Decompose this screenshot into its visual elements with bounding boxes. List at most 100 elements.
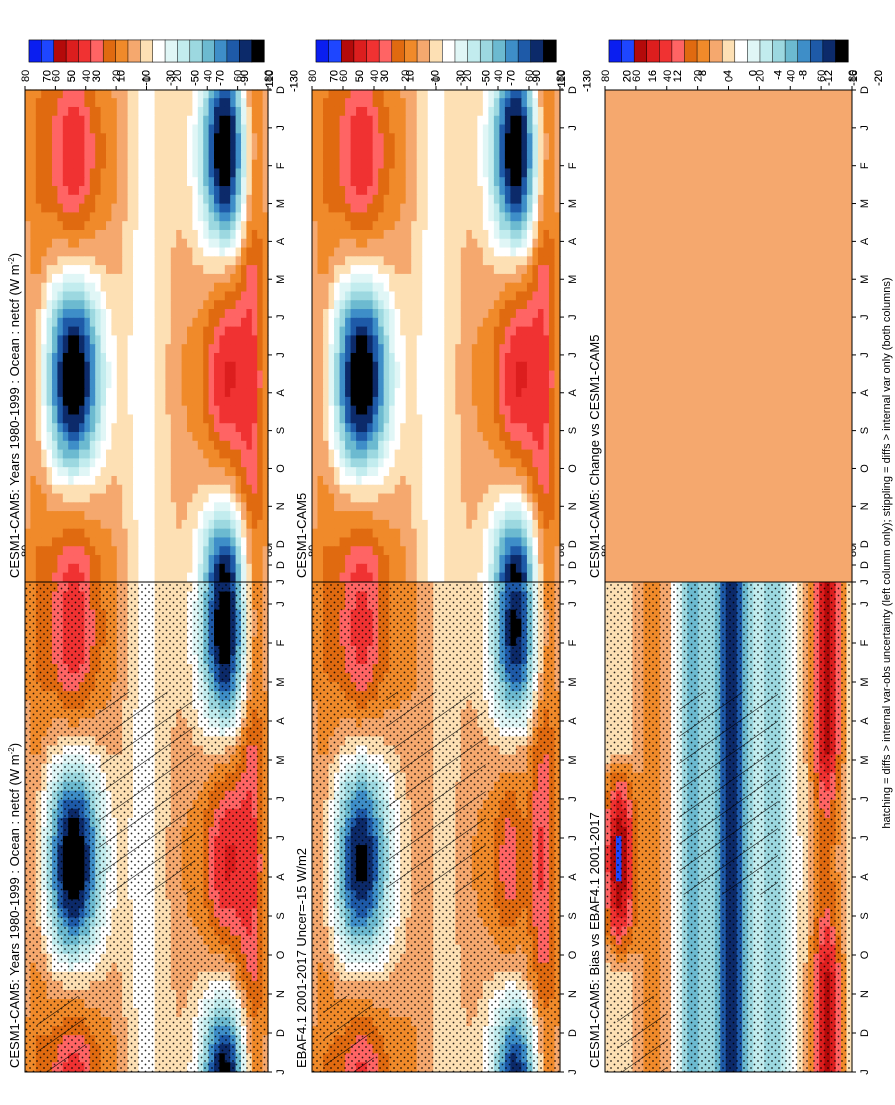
heatmap-cell: [122, 361, 129, 372]
heatmap-cell: [246, 449, 253, 459]
heatmap-cell: [251, 440, 258, 451]
heatmap-cell: [127, 300, 134, 310]
heatmap-cell: [235, 317, 242, 328]
heatmap-cell: [170, 370, 177, 380]
heatmap-cell: [62, 405, 69, 416]
heatmap-cell: [57, 458, 64, 468]
heatmap-cell: [84, 458, 91, 468]
heatmap-cell: [41, 194, 48, 205]
heatmap-cell: [25, 326, 31, 336]
heatmap-cell: [46, 449, 53, 459]
heatmap-cell: [35, 291, 42, 301]
heatmap-cell: [143, 194, 150, 205]
heatmap-cell: [62, 537, 69, 547]
heatmap-cell: [160, 212, 166, 222]
heatmap-cell: [160, 265, 166, 275]
heatmap-cell: [95, 519, 102, 530]
heatmap-cell: [257, 133, 264, 143]
heatmap-cell: [187, 546, 193, 556]
heatmap-cell: [41, 124, 48, 134]
heatmap-cell: [165, 203, 172, 213]
heatmap-cell: [116, 449, 123, 459]
heatmap-cell: [138, 238, 145, 249]
heatmap-cell: [165, 317, 172, 328]
heatmap-cell: [241, 388, 247, 398]
heatmap-cell: [154, 449, 161, 459]
heatmap-cell: [25, 159, 31, 170]
heatmap-cell: [170, 98, 177, 108]
heatmap-cell: [79, 423, 85, 433]
heatmap-cell: [203, 221, 210, 231]
heatmap-cell: [203, 317, 210, 328]
heatmap-cell: [89, 212, 96, 222]
heatmap-cell: [89, 309, 96, 319]
heatmap-cell: [100, 352, 107, 363]
heatmap-cell: [170, 194, 177, 205]
heatmap-cell: [154, 502, 161, 512]
x-tick-label: J: [275, 601, 287, 607]
heatmap-cell: [73, 300, 80, 310]
heatmap-cell: [197, 458, 204, 468]
heatmap-cell: [160, 159, 166, 170]
heatmap-cell: [116, 133, 123, 143]
heatmap-cell: [257, 370, 264, 380]
heatmap-cell: [30, 388, 37, 398]
heatmap-cell: [25, 344, 31, 354]
heatmap-cell: [197, 177, 204, 187]
heatmap-cell: [84, 177, 91, 187]
heatmap-cell: [149, 546, 156, 556]
heatmap-cell: [235, 458, 242, 468]
heatmap-cell: [219, 432, 226, 442]
heatmap-cell: [62, 528, 69, 539]
heatmap-cell: [241, 256, 247, 266]
heatmap-cell: [57, 423, 64, 433]
heatmap-cell: [246, 203, 253, 213]
heatmap-cell: [127, 370, 134, 380]
heatmap-cell: [133, 106, 139, 117]
heatmap-cell: [106, 229, 112, 240]
heatmap-cell: [246, 142, 253, 152]
heatmap-cell: [35, 344, 42, 354]
heatmap-cell: [25, 467, 31, 477]
heatmap-cell: [122, 335, 129, 345]
heatmap-cell: [208, 502, 215, 512]
heatmap-cell: [35, 177, 42, 187]
heatmap-cell: [95, 89, 102, 99]
heatmap-cell: [100, 98, 107, 108]
heatmap-cell: [62, 309, 69, 319]
heatmap-cell: [224, 537, 231, 547]
heatmap-cell: [116, 203, 123, 213]
heatmap-cell: [192, 484, 199, 495]
heatmap-cell: [251, 150, 258, 161]
heatmap-cell: [73, 414, 80, 424]
heatmap-cell: [224, 273, 231, 284]
heatmap-cell: [170, 300, 177, 310]
heatmap-cell: [57, 238, 64, 249]
heatmap-cell: [154, 142, 161, 152]
heatmap-cell: [251, 537, 258, 547]
heatmap-cell: [57, 493, 64, 503]
heatmap-cell: [176, 159, 183, 170]
heatmap-cell: [214, 370, 220, 380]
heatmap-cell: [192, 106, 199, 117]
heatmap-cell: [127, 326, 134, 336]
heatmap-cell: [52, 414, 58, 424]
heatmap-cell: [68, 449, 75, 459]
heatmap-cell: [89, 546, 96, 556]
heatmap-cell: [246, 432, 253, 442]
heatmap-cell: [89, 379, 96, 389]
heatmap-cell: [68, 475, 75, 486]
heatmap-cell: [100, 449, 107, 459]
heatmap-cell: [230, 194, 237, 205]
heatmap-cell: [160, 335, 166, 345]
heatmap-cell: [57, 300, 64, 310]
heatmap-cell: [79, 133, 85, 143]
heatmap-cell: [181, 335, 188, 345]
heatmap-cell: [219, 475, 226, 486]
heatmap-cell: [79, 396, 85, 407]
heatmap-cell: [73, 282, 80, 293]
heatmap-cell: [197, 265, 204, 275]
heatmap-cell: [127, 291, 134, 301]
heatmap-cell: [73, 370, 80, 380]
heatmap-cell: [219, 229, 226, 240]
